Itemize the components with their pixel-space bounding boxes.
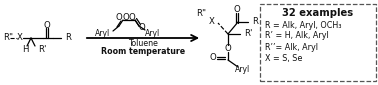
Text: R": R" xyxy=(196,10,206,19)
Text: Aryl: Aryl xyxy=(235,66,251,74)
Text: R’’= Alk, Aryl: R’’= Alk, Aryl xyxy=(265,42,318,52)
Text: Toluene: Toluene xyxy=(128,40,158,49)
Text: O: O xyxy=(43,20,50,29)
Text: R: R xyxy=(252,18,258,27)
Text: R": R" xyxy=(3,33,13,42)
Text: R: R xyxy=(65,33,71,42)
Text: X = S, Se: X = S, Se xyxy=(265,53,302,62)
Text: X: X xyxy=(17,33,23,42)
Text: O: O xyxy=(234,5,240,14)
Text: R': R' xyxy=(244,29,253,39)
Text: R': R' xyxy=(38,45,46,53)
Text: O: O xyxy=(225,44,231,53)
Text: O: O xyxy=(210,53,216,62)
Text: Aryl: Aryl xyxy=(95,28,111,37)
Text: O: O xyxy=(129,13,135,22)
Text: O: O xyxy=(115,12,122,22)
FancyBboxPatch shape xyxy=(260,4,376,81)
Text: Aryl: Aryl xyxy=(146,28,161,37)
Text: R’ = H, Alk, Aryl: R’ = H, Alk, Aryl xyxy=(265,32,329,40)
Text: Room temperature: Room temperature xyxy=(101,47,185,56)
Text: O: O xyxy=(122,13,129,22)
Text: H: H xyxy=(22,45,28,53)
Text: 32 examples: 32 examples xyxy=(282,8,353,18)
Text: O: O xyxy=(139,23,146,32)
Text: X: X xyxy=(209,18,215,27)
Text: R = Alk, Aryl, OCH₃: R = Alk, Aryl, OCH₃ xyxy=(265,20,341,29)
